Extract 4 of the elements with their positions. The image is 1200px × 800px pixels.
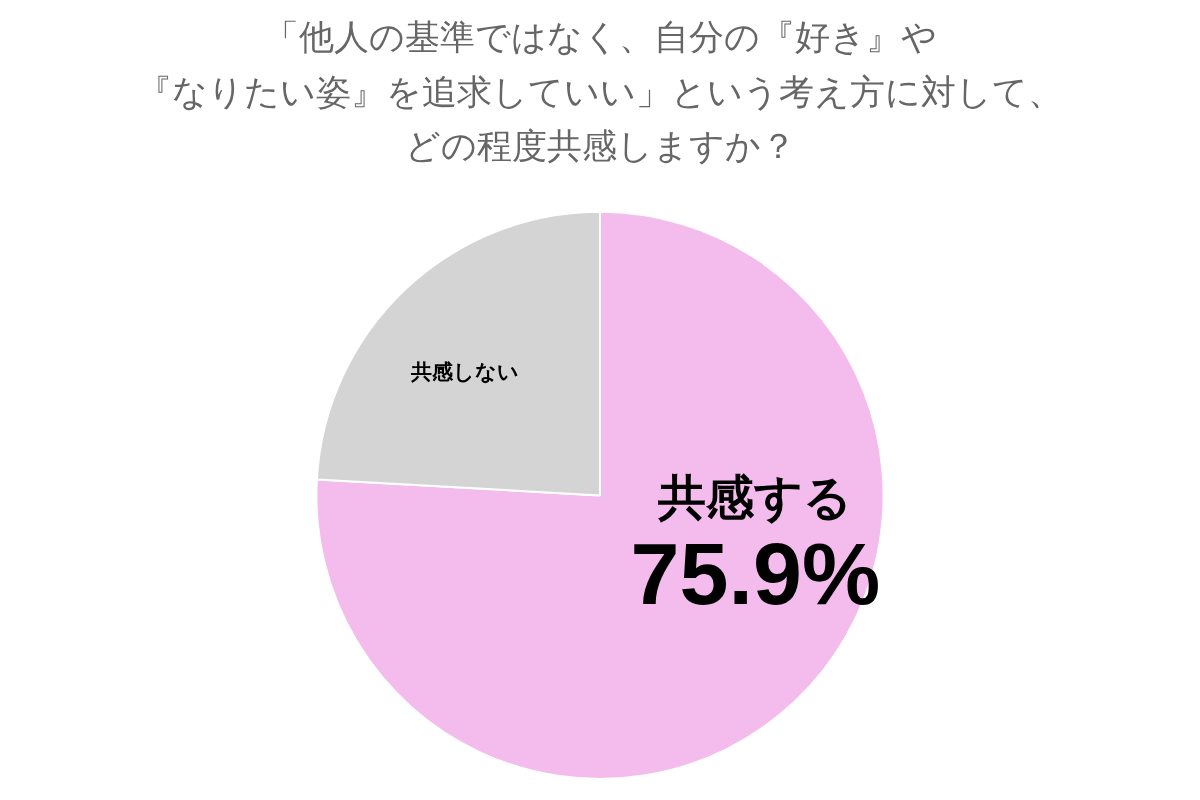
slice-label: 共感する: [657, 469, 853, 526]
chart-title: 「他人の基準ではなく、自分の『好き』や『なりたい姿』を追求していい」という考え方に対して、どの程度共感しますか？: [137, 16, 1063, 167]
slice-label: 共感しない: [410, 360, 520, 385]
data-label: 75.9%: [630, 524, 881, 624]
